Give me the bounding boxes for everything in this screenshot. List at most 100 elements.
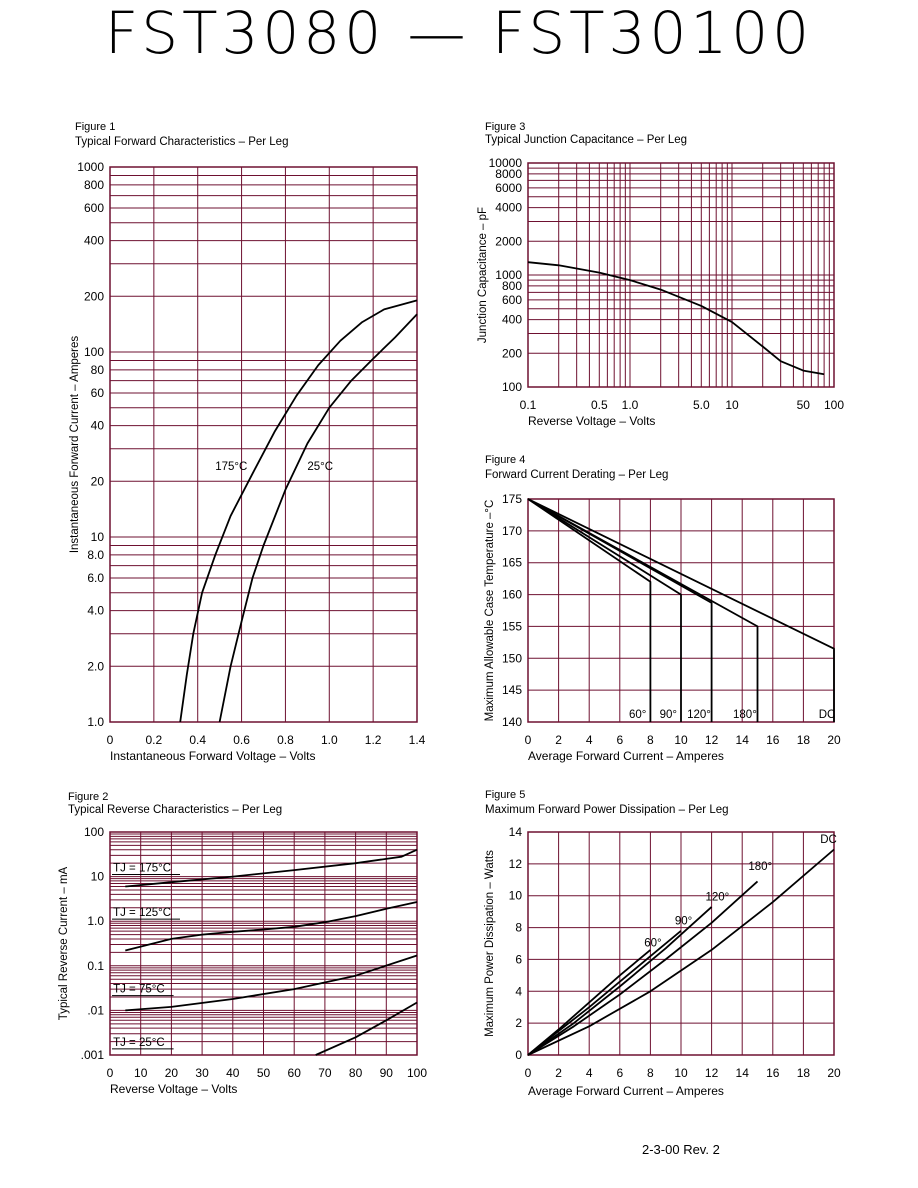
y-tick-label: 175 (502, 492, 522, 506)
x-tick-label: 8 (647, 733, 654, 747)
fig3-plot-frame (527, 162, 835, 388)
x-tick-label: 16 (766, 733, 780, 747)
fig1-grid (109, 166, 418, 723)
y-tick-label: 4 (515, 984, 522, 998)
fig1-chart: Figure 1 Typical Forward Characteristics … (69, 121, 426, 763)
y-tick-label: 165 (502, 556, 522, 570)
fig1-x-axis-label: Instantaneous Forward Voltage – Volts (110, 749, 315, 763)
fig5-figure-label: Figure 5 (485, 789, 525, 801)
fig2-curve-label-tj-175-c: TJ = 175°C (113, 863, 171, 875)
y-tick-label: 1000 (495, 268, 522, 282)
fig1-curve-label-175-c: 175°C (215, 461, 247, 473)
fig2-plot-frame (109, 831, 418, 1056)
x-tick-label: 50 (257, 1066, 271, 1080)
y-tick-label: 140 (502, 715, 522, 729)
fig5-curve-label-60: 60° (644, 938, 661, 950)
y-tick-label: 0.1 (87, 959, 104, 973)
y-tick-label: 4.0 (87, 604, 104, 618)
x-tick-label: 20 (827, 733, 841, 747)
x-tick-label: 0.4 (189, 733, 206, 747)
x-tick-label: 0.2 (146, 733, 163, 747)
y-tick-label: 2000 (495, 234, 522, 248)
fig4-series-60 (527, 498, 652, 722)
y-tick-label: 60 (91, 386, 105, 400)
y-tick-label: 4000 (495, 201, 522, 215)
y-tick-label: 6 (515, 952, 522, 966)
fig4-title: Forward Current Derating – Per Leg (485, 469, 668, 481)
fig5-series-dc (527, 848, 835, 1056)
x-tick-label: 8 (647, 1066, 654, 1080)
fig3-title: Typical Junction Capacitance – Per Leg (485, 134, 687, 146)
fig5-grid (527, 831, 835, 1056)
x-tick-label: 6 (616, 733, 623, 747)
x-tick-label: 1.0 (622, 398, 639, 412)
fig2-curve-label-tj-125-c: TJ = 125°C (113, 907, 171, 919)
x-tick-label: 20 (165, 1066, 179, 1080)
fig4-x-axis-label: Average Forward Current – Amperes (528, 749, 724, 763)
y-tick-label: 1.0 (87, 914, 104, 928)
fig4-chart: Figure 4 Forward Current Derating – Per L… (484, 454, 841, 763)
fig3-grid (527, 162, 835, 388)
fig2-y-axis-label: Typical Reverse Current – mA (58, 866, 70, 1020)
y-tick-label: 200 (84, 289, 104, 303)
x-tick-label: 20 (827, 1066, 841, 1080)
y-tick-label: 2 (515, 1016, 522, 1030)
x-tick-label: 14 (736, 733, 750, 747)
fig4-curve-label-120: 120° (687, 709, 711, 721)
y-tick-label: 150 (502, 651, 522, 665)
fig5-x-axis-label: Average Forward Current – Amperes (528, 1084, 724, 1098)
y-tick-label: 800 (502, 279, 522, 293)
fig5-curve-label-90: 90° (675, 915, 692, 927)
fig1-title: Typical Forward Characteristics – Per Le… (75, 136, 288, 148)
y-tick-label: 200 (502, 346, 522, 360)
fig2-curve-label-tj-25-c: TJ = 25°C (113, 1037, 165, 1049)
y-tick-label: 12 (509, 857, 523, 871)
x-tick-label: 1.4 (409, 733, 426, 747)
y-tick-label: 170 (502, 524, 522, 538)
y-tick-label: 40 (91, 419, 105, 433)
y-tick-label: 100 (502, 380, 522, 394)
fig1-curve-label-25-c: 25°C (307, 461, 333, 473)
fig2-series-tj-175-c (125, 848, 418, 888)
x-tick-label: 12 (705, 733, 719, 747)
fig2-title: Typical Reverse Characteristics – Per Le… (68, 804, 282, 816)
y-tick-label: 6000 (495, 181, 522, 195)
fig2-series-tj-125-c (125, 901, 418, 952)
y-tick-label: 400 (84, 234, 104, 248)
y-tick-label: 10000 (489, 156, 523, 170)
y-tick-label: 2.0 (87, 659, 104, 673)
y-tick-label: 8000 (495, 167, 522, 181)
x-tick-label: 0.1 (520, 398, 537, 412)
y-tick-label: 100 (84, 345, 104, 359)
y-tick-label: 10 (91, 530, 105, 544)
fig5-series-180 (527, 880, 759, 1056)
x-tick-label: 30 (195, 1066, 209, 1080)
x-tick-label: 1.2 (365, 733, 382, 747)
x-tick-label: 4 (586, 733, 593, 747)
x-tick-label: 0.5 (591, 398, 608, 412)
fig1-figure-label: Figure 1 (75, 121, 115, 133)
fig4-series-90 (527, 498, 682, 722)
fig1-plot-frame (109, 166, 418, 723)
fig2-series-tj-75-c (125, 954, 418, 1012)
fig2-figure-label: Figure 2 (68, 791, 108, 803)
x-tick-label: 2 (555, 733, 562, 747)
fig5-curve-label-120: 120° (705, 891, 729, 903)
y-tick-label: 14 (509, 825, 523, 839)
fig5-curve-label-180: 180° (748, 861, 772, 873)
x-tick-label: 100 (824, 398, 844, 412)
x-tick-label: 6 (616, 1066, 623, 1080)
y-tick-label: 6.0 (87, 571, 104, 585)
fig4-series-dc (527, 498, 835, 722)
x-tick-label: 60 (288, 1066, 302, 1080)
x-tick-label: 2 (555, 1066, 562, 1080)
fig4-series-180 (527, 498, 759, 722)
x-tick-label: 14 (736, 1066, 750, 1080)
y-tick-label: .01 (87, 1003, 104, 1017)
fig5-plot-frame (527, 831, 835, 1056)
fig1-y-axis-label: Instantaneous Forward Current – Amperes (69, 336, 81, 554)
y-tick-label: 1.0 (87, 715, 104, 729)
y-tick-label: 160 (502, 588, 522, 602)
